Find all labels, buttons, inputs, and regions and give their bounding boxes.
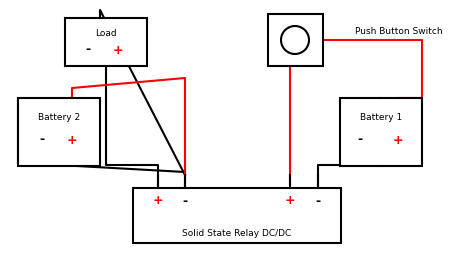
Circle shape <box>281 26 309 54</box>
Text: +: + <box>113 44 123 56</box>
Text: +: + <box>285 194 295 207</box>
Text: -: - <box>85 44 91 56</box>
Text: Battery 1: Battery 1 <box>360 114 402 123</box>
Text: Load: Load <box>95 30 117 39</box>
Text: -: - <box>39 134 45 147</box>
Text: +: + <box>67 134 77 147</box>
Bar <box>340 98 422 166</box>
Bar <box>18 98 100 166</box>
Text: Battery 2: Battery 2 <box>38 114 80 123</box>
Bar <box>133 188 341 243</box>
Text: Solid State Relay DC/DC: Solid State Relay DC/DC <box>182 228 292 238</box>
Text: -: - <box>182 194 188 207</box>
Text: +: + <box>392 134 403 147</box>
Text: -: - <box>357 134 363 147</box>
Text: Push Button Switch: Push Button Switch <box>355 27 443 36</box>
Text: -: - <box>315 194 320 207</box>
Bar <box>268 14 323 66</box>
Bar <box>65 18 147 66</box>
Text: +: + <box>153 194 164 207</box>
